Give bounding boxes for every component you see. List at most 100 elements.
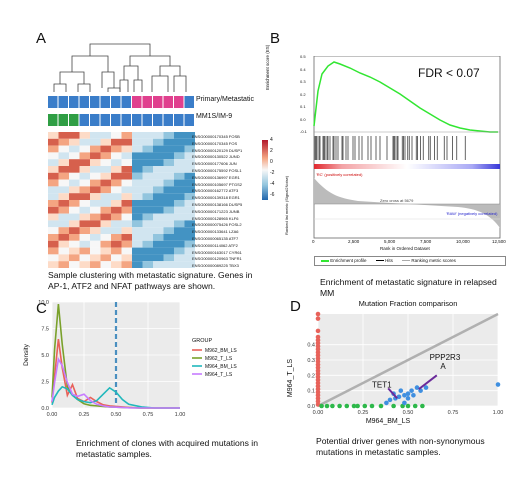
heatmap-cell	[100, 261, 111, 268]
heatmap-cell	[121, 193, 132, 200]
scatter-point-blue	[495, 382, 501, 387]
heatmap-cell	[142, 186, 153, 194]
heatmap-cell	[48, 261, 59, 268]
heatmap-cell	[153, 247, 164, 255]
heatmap-cell	[121, 234, 132, 241]
scatter-point-blue	[414, 385, 420, 390]
heatmap-cell	[153, 213, 164, 221]
heatmap-cell	[174, 220, 185, 228]
heatmap-cell	[142, 206, 153, 214]
heatmap-cell	[132, 240, 143, 248]
gene-label: ENSG00000120963 TNFR1	[192, 256, 242, 262]
colorbar-tick: 0	[270, 159, 273, 165]
y-tick-label: 5.0	[41, 353, 49, 359]
panel-a-label: A	[36, 30, 47, 47]
heatmap-cell	[48, 240, 59, 248]
scatter-point-blue	[411, 392, 416, 398]
track-cell-primary-metastatic	[163, 96, 173, 108]
heatmap-cell	[100, 145, 111, 153]
heatmap-cell	[153, 227, 164, 234]
heatmap-cell	[153, 240, 164, 248]
panel-d-label: D	[290, 298, 301, 315]
scatter-point-blue	[402, 392, 407, 398]
heatmap-cell	[184, 200, 195, 207]
heatmap-cell	[132, 152, 143, 160]
heatmap-cell	[79, 206, 90, 214]
heatmap-cell	[69, 227, 80, 234]
heatmap-cell	[48, 172, 59, 180]
colorbar-tick: 4	[270, 137, 273, 143]
heatmap-cell	[174, 240, 185, 248]
heatmap-cell	[121, 145, 132, 153]
heatmap-cell	[153, 179, 164, 187]
panel-c-caption: Enrichment of clones with acquired mutat…	[76, 438, 258, 459]
y-axis-label: M964_T_LS	[287, 359, 294, 397]
legend-hits: Hits	[385, 258, 393, 263]
heatmap-cell	[153, 261, 164, 268]
heatmap-cell	[69, 220, 80, 228]
heatmap-cell	[163, 254, 174, 262]
heatmap-cell	[111, 254, 122, 262]
gene-label: ENSG00000130522 JUND	[192, 154, 240, 160]
heatmap-cell	[184, 261, 195, 268]
positive-correlation-label: 'RC' (positively correlated)	[316, 172, 363, 177]
heatmap-cell	[58, 247, 69, 255]
heatmap-cell	[69, 138, 80, 146]
gsea-x-tick: 5,000	[384, 239, 396, 244]
heatmap-cell	[142, 159, 153, 166]
heatmap-cell	[79, 145, 90, 153]
legend-entry: M962_BM_LS	[205, 348, 237, 354]
heatmap-cell	[58, 227, 69, 234]
heatmap-cell	[69, 132, 80, 139]
heatmap-cell	[121, 240, 132, 248]
heatmap-cell	[79, 152, 90, 160]
heatmap-cell	[111, 261, 122, 268]
y-tick-label: 0.1	[307, 389, 315, 395]
heatmap-cell	[69, 254, 80, 262]
heatmap-cell	[132, 213, 143, 221]
heatmap-cell	[90, 254, 101, 262]
heatmap-cell	[90, 186, 101, 194]
heatmap-cell	[121, 247, 132, 255]
rank-gradient-bar	[314, 164, 500, 169]
heatmap-cell	[142, 166, 153, 173]
heatmap-cell	[111, 186, 122, 194]
heatmap-cell	[90, 213, 101, 221]
gsea-x-tick: 7,500	[420, 239, 432, 244]
heatmap-cell	[121, 261, 132, 268]
scatter-point-green	[369, 403, 375, 409]
heatmap-cell	[79, 159, 90, 166]
heatmap-cell	[184, 206, 195, 214]
scatter-point-green	[420, 403, 425, 409]
heatmap-cell	[184, 254, 195, 262]
gsea-y-tick: -0.1	[300, 129, 307, 134]
heatmap-cell	[111, 145, 122, 153]
track-cell-cell-line	[132, 114, 142, 126]
heatmap-cell	[184, 240, 195, 248]
fdr-annotation: FDR < 0.07	[418, 66, 480, 80]
scatter-point-blue	[396, 394, 402, 400]
heatmap-cell	[121, 213, 132, 221]
heatmap-cell	[90, 166, 101, 173]
heatmap-cell	[163, 220, 174, 228]
track-cell-primary-metastatic	[153, 96, 163, 108]
heatmap-cell	[69, 193, 80, 200]
heatmap-cell	[111, 227, 122, 234]
heatmap-cell	[79, 227, 90, 234]
annotation-ppp2r3a-wrap: A	[440, 362, 446, 371]
colorbar-tick: -2	[270, 170, 275, 176]
heatmap-cell	[111, 240, 122, 248]
heatmap-cell	[184, 132, 195, 139]
heatmap-cell	[184, 227, 195, 234]
track-cell-cell-line	[79, 114, 89, 126]
heatmap-cell	[153, 138, 164, 146]
heatmap-cell	[184, 138, 195, 146]
heatmap-cell	[111, 179, 122, 187]
heatmap-cell	[174, 172, 185, 180]
heatmap-cell	[100, 166, 111, 173]
colorbar-tick: 2	[270, 148, 273, 154]
heatmap-cell	[142, 247, 153, 255]
gene-label: ENSG00000075426 FOSL2	[192, 222, 242, 228]
heatmap-cell	[111, 247, 122, 255]
heatmap-cell	[153, 220, 164, 228]
